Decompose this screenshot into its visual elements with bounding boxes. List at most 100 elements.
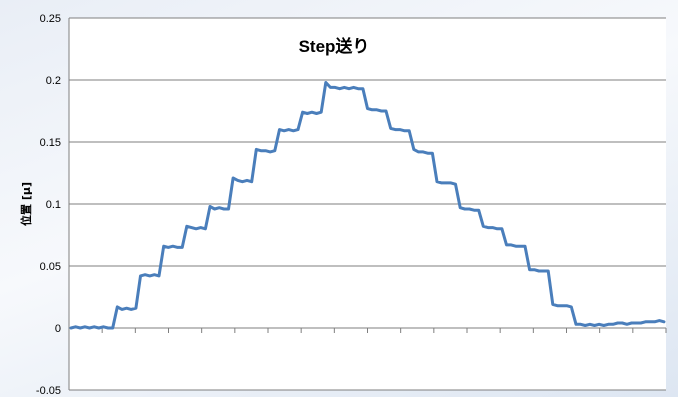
- data-point: [310, 111, 314, 114]
- data-point: [602, 324, 605, 327]
- data-point: [315, 112, 318, 115]
- data-point: [454, 183, 457, 186]
- data-point: [403, 129, 406, 132]
- data-point: [542, 269, 545, 273]
- data-point: [361, 87, 365, 90]
- data-point: [111, 326, 114, 330]
- y-tick-label: 0.25: [40, 13, 61, 25]
- data-point: [250, 180, 253, 183]
- data-point: [347, 87, 351, 90]
- data-point: [611, 323, 615, 326]
- data-point: [579, 323, 582, 326]
- data-point: [227, 207, 230, 211]
- data-point: [607, 323, 610, 326]
- data-point: [69, 326, 73, 330]
- data-point: [287, 128, 290, 131]
- series-layer: [69, 81, 666, 330]
- data-point: [116, 305, 119, 309]
- data-point: [222, 207, 226, 211]
- y-axis-title: 位置 [μ]: [19, 182, 33, 226]
- data-point: [547, 269, 550, 273]
- data-point: [509, 243, 513, 247]
- data-point: [459, 206, 462, 209]
- data-point: [625, 323, 629, 326]
- data-point: [653, 320, 656, 323]
- data-point: [74, 325, 77, 328]
- data-point: [204, 227, 207, 230]
- data-point: [83, 325, 87, 328]
- y-tick-label: 0.2: [46, 75, 61, 87]
- data-point: [366, 107, 369, 110]
- data-point: [241, 180, 244, 183]
- data-point: [486, 226, 490, 229]
- data-point: [324, 81, 327, 84]
- data-point: [593, 324, 596, 327]
- data-point: [551, 303, 554, 306]
- data-point: [199, 226, 202, 229]
- data-point: [255, 148, 258, 151]
- data-point: [157, 274, 161, 278]
- data-point: [329, 86, 332, 89]
- y-tick-label: -0.05: [36, 385, 61, 397]
- data-point: [505, 243, 508, 247]
- data-point: [306, 112, 309, 115]
- data-point: [635, 321, 638, 325]
- y-tick-label: 0.05: [40, 261, 61, 273]
- data-point: [662, 320, 666, 323]
- data-point: [125, 307, 128, 310]
- data-point: [143, 273, 147, 276]
- data-point: [273, 149, 276, 152]
- data-point: [134, 307, 138, 310]
- data-point: [93, 325, 96, 328]
- data-point: [445, 181, 448, 185]
- data-point: [79, 326, 82, 330]
- data-point: [148, 274, 151, 278]
- data-point: [588, 323, 592, 326]
- data-point: [537, 269, 541, 273]
- data-point: [519, 245, 522, 248]
- data-point: [88, 326, 91, 330]
- data-point: [194, 227, 198, 230]
- chart-title: Step送り: [299, 36, 370, 56]
- data-point: [408, 129, 411, 132]
- data-point: [565, 304, 568, 307]
- data-point: [533, 268, 536, 271]
- data-point: [296, 128, 300, 131]
- data-point: [384, 109, 388, 113]
- data-point: [357, 87, 360, 90]
- data-point: [421, 150, 425, 154]
- data-point: [171, 245, 175, 248]
- data-point: [167, 246, 170, 249]
- data-point: [213, 207, 216, 211]
- data-point: [269, 150, 272, 154]
- data-point: [231, 176, 235, 180]
- data-point: [597, 323, 601, 326]
- data-point: [574, 323, 578, 326]
- data-point: [570, 305, 573, 309]
- data-point: [245, 179, 249, 182]
- data-point: [139, 274, 142, 278]
- data-point: [389, 127, 392, 130]
- data-point: [435, 180, 439, 183]
- data-point: [181, 246, 184, 249]
- x-tick-marks: [68, 328, 667, 333]
- data-point: [630, 321, 633, 325]
- data-point: [500, 227, 504, 230]
- data-point: [190, 226, 193, 229]
- data-point: [560, 304, 564, 307]
- y-tick-label: 0.1: [46, 199, 61, 211]
- data-point: [449, 181, 453, 185]
- data-point: [440, 181, 443, 185]
- data-point: [426, 152, 429, 155]
- data-point: [621, 321, 624, 325]
- data-point: [394, 128, 397, 131]
- data-point: [236, 179, 239, 182]
- data-point: [292, 129, 295, 132]
- data-point: [282, 129, 286, 132]
- data-point: [468, 207, 471, 211]
- data-point: [639, 321, 642, 325]
- y-tick-label: 0.15: [40, 137, 61, 149]
- data-point: [648, 320, 652, 323]
